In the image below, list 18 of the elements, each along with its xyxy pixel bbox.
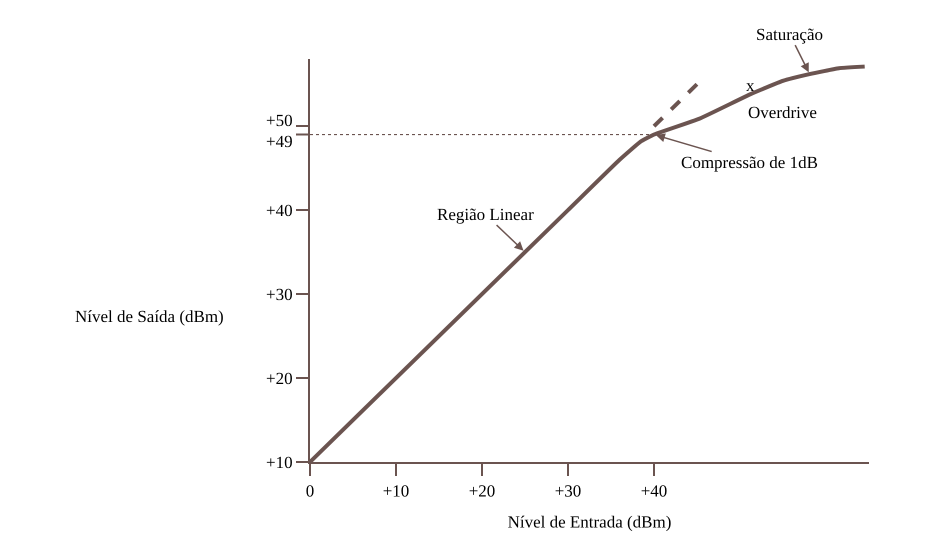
x-axis-title: Nível de Entrada (dBm): [508, 512, 672, 532]
y-tick-label: +40: [266, 201, 293, 220]
y-tick-label: +30: [266, 285, 293, 304]
y-tick-label: +50: [266, 110, 293, 130]
x-tick-label: +30: [554, 481, 582, 500]
annotation: Overdrive: [748, 103, 817, 122]
y-tick-label: +49: [266, 132, 293, 151]
y-tick-label: +10: [266, 452, 293, 472]
x-tick-label: +20: [468, 481, 496, 500]
x-tick-label: +40: [640, 481, 668, 500]
x-tick-label: 0: [306, 481, 314, 500]
annotation: Região Linear: [437, 205, 534, 224]
y-tick-label: +20: [266, 368, 293, 388]
y-axis-title: Nível de Saída (dBm): [75, 307, 224, 326]
annotation: x: [746, 76, 755, 95]
annotation: Compressão de 1dB: [681, 153, 818, 172]
x-tick-label: +10: [382, 481, 410, 500]
annotation: Saturação: [756, 25, 824, 44]
